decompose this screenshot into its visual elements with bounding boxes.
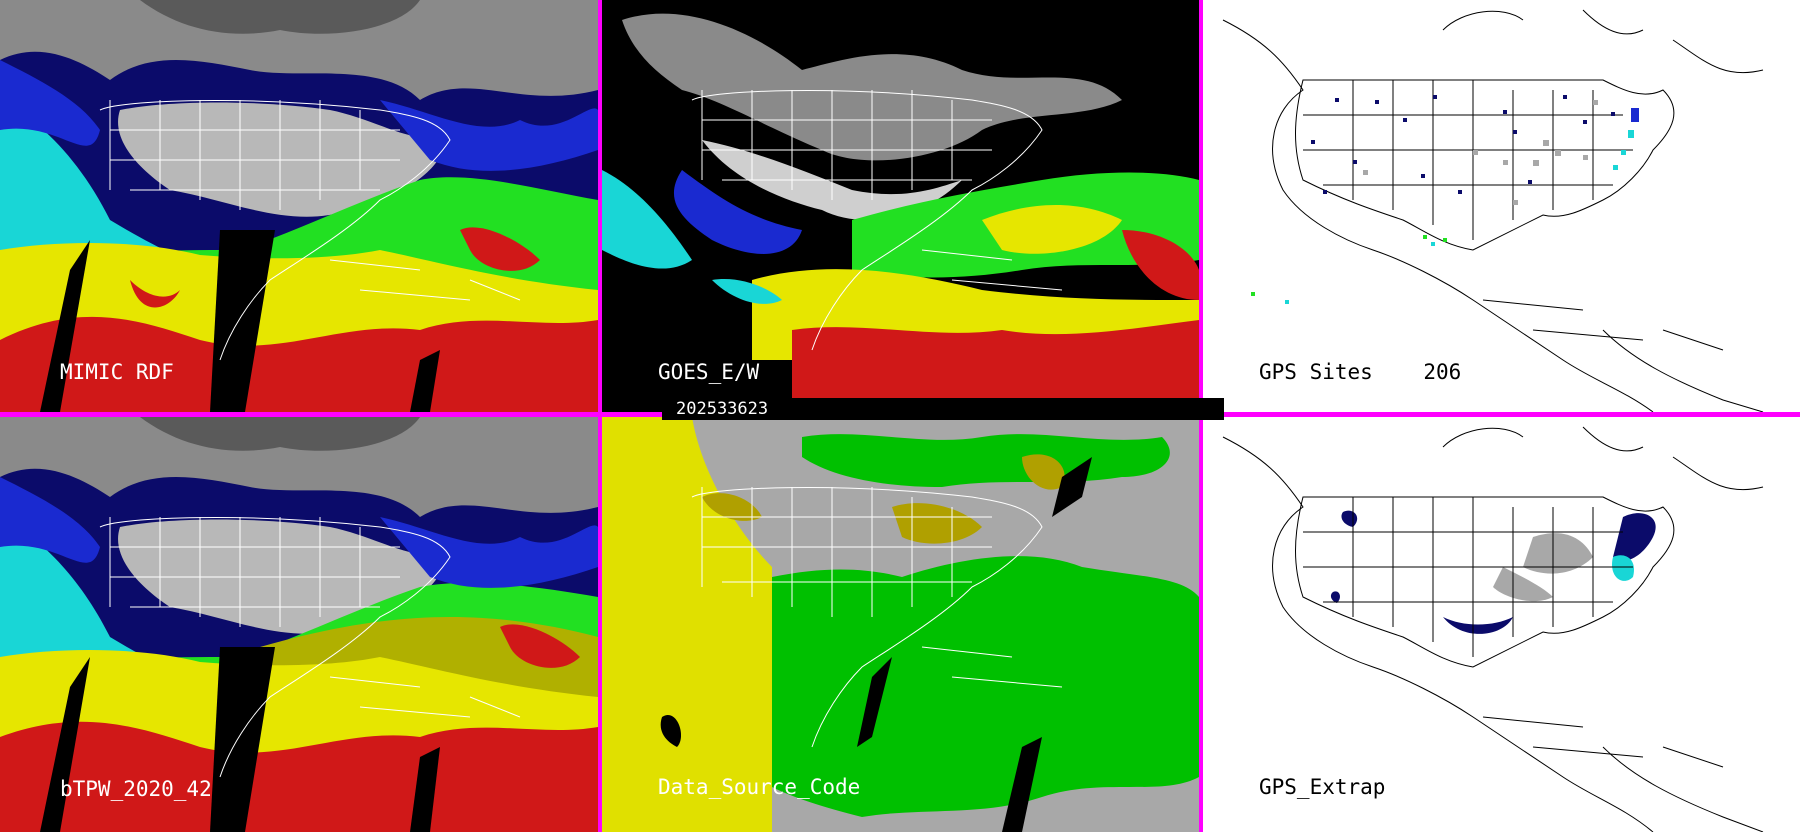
btpw-map	[0, 417, 598, 832]
panel-data-source-code: Data_Source_Code	[602, 417, 1199, 832]
timestamp-bar: 202533623	[662, 398, 1224, 420]
gps-sites-title: GPS Sites	[1259, 360, 1373, 384]
panel-label-data-source: Data_Source_Code	[658, 775, 861, 799]
panel-goes-ew: GOES_E/W	[602, 0, 1199, 412]
goes-ew-map	[602, 0, 1199, 412]
panel-label-gps-sites: GPS Sites 206	[1259, 360, 1461, 384]
panel-mimic-rdf: MIMIC RDF	[0, 0, 598, 412]
data-source-map	[602, 417, 1199, 832]
panel-gps-sites: GPS Sites 206	[1203, 0, 1800, 412]
panel-label-goes: GOES_E/W	[658, 360, 760, 384]
gps-sites-count: 206	[1423, 360, 1462, 384]
mimic-rdf-map	[0, 0, 598, 412]
panel-label-mimic: MIMIC RDF	[60, 360, 174, 384]
panel-btpw: bTPW_2020_42	[0, 417, 598, 832]
panel-gps-extrap: GPS_Extrap	[1203, 417, 1800, 832]
gps-sites-map	[1203, 0, 1800, 412]
gps-extrap-map	[1203, 417, 1800, 832]
panel-label-gps-extrap: GPS_Extrap	[1259, 775, 1386, 799]
panel-label-btpw: bTPW_2020_42	[60, 777, 212, 801]
